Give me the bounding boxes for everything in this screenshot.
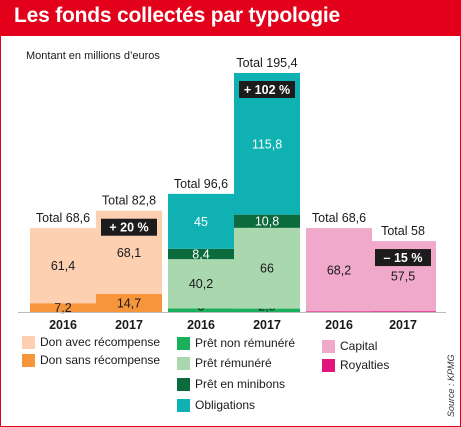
total-label: Total 68,6 [36,211,90,225]
legend-swatch [22,336,35,349]
legend-swatch [177,357,190,370]
bar-segment-don-sans-recompense-2017 [96,294,162,312]
change-badge [101,218,157,236]
legend-label: Royalties [340,358,390,372]
chart-title: Les fonds collectés par typologie [14,4,340,27]
change-label: – 15 % [384,251,423,265]
year-tick-label: 2017 [253,318,281,332]
bar-segment-don-avec-recompense-2016 [30,228,96,304]
year-tick-label: 2017 [115,318,143,332]
legend-label: Capital [340,339,378,353]
segment-value-label: 68,2 [327,263,351,277]
bar-segment-pret-en-minibons-2016 [168,248,234,260]
segment-value-label: 45 [194,215,208,229]
segment-value-label: 10,8 [255,215,279,229]
legend-swatch [22,354,35,367]
segment-value-label: 40,2 [189,277,213,291]
bar-segment-pret-remunere-2016 [168,259,234,309]
change-badge [375,249,431,267]
change-label: + 102 % [244,83,290,97]
segment-value-label: 68,1 [117,246,141,260]
segment-value-label: 61,4 [51,259,75,273]
total-label: Total 58 [381,224,425,238]
legend-swatch [177,337,190,350]
segment-value-label: 14,7 [117,297,141,311]
chart-subtitle: Montant en millions d’euros [26,50,160,62]
bar-segment-don-sans-recompense-2016 [30,303,96,312]
year-tick-label: 2017 [389,318,417,332]
bar-segment-royalties-2017 [370,310,436,312]
legend-label: Don avec récompense [40,335,161,349]
total-label: Total 82,8 [102,194,156,208]
legend-swatch [177,399,190,412]
year-tick-label: 2016 [49,318,77,332]
legend-swatch [177,378,190,391]
change-badge [239,81,295,98]
total-label: Total 195,4 [236,56,297,70]
bar-segment-pret-non-remunere-2017 [234,308,300,312]
bar-segment-obligations-2016 [168,193,234,249]
change-label: + 20 % [109,221,148,235]
bar-segment-pret-en-minibons-2017 [234,214,300,228]
year-tick-label: 2016 [325,318,353,332]
legend-swatch [322,359,335,372]
legend-label: Prêt rémunéré [195,356,272,370]
bar-segment-pret-non-remunere-2016 [168,308,234,312]
legend-label: Prêt en minibons [195,377,286,391]
title-bar: Les fonds collectés par typologie [0,0,461,36]
segment-value-label: 7,2 [54,301,71,315]
segment-value-label: 8,4 [192,248,209,262]
legend-swatch [322,340,335,353]
segment-value-label: 57,5 [391,270,415,284]
year-tick-label: 2016 [187,318,215,332]
legend-label: Prêt non rémunéré [195,336,296,350]
bar-segment-capital-2016 [306,228,372,312]
bar-segment-pret-remunere-2017 [234,227,300,309]
total-label: Total 96,6 [174,177,228,191]
segment-value-label: 115,8 [252,137,282,151]
total-label: Total 68,6 [312,211,366,225]
segment-value-label: 66 [260,262,274,276]
legend-label: Don sans récompense [40,353,161,367]
legend-label: Obligations [195,398,256,412]
